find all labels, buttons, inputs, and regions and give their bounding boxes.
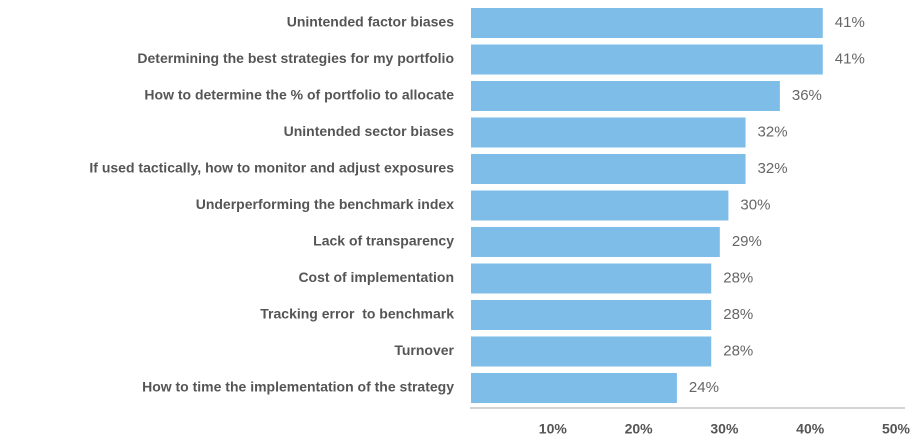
- category-label: Cost of implementation: [298, 269, 454, 285]
- bar: [471, 81, 780, 111]
- x-tick-label: 10%: [539, 421, 568, 437]
- bar: [471, 227, 720, 257]
- bar: [471, 44, 823, 75]
- value-label: 29%: [732, 233, 762, 250]
- x-tick-label: 30%: [710, 421, 739, 437]
- value-label: 30%: [740, 196, 770, 213]
- x-tick-label: 20%: [625, 421, 654, 437]
- category-label: Determining the best strategies for my p…: [137, 50, 454, 66]
- category-label: If used tactically, how to monitor and a…: [89, 160, 454, 176]
- value-label: 24%: [689, 379, 719, 396]
- x-tick-label: 50%: [882, 421, 911, 437]
- value-label: 41%: [835, 14, 865, 31]
- category-label: Unintended factor biases: [287, 14, 454, 30]
- category-label: Tracking error to benchmark: [260, 306, 454, 322]
- value-label: 41%: [835, 50, 865, 67]
- category-label: How to time the implementation of the st…: [142, 379, 454, 395]
- category-label: How to determine the % of portfolio to a…: [144, 87, 454, 103]
- bar: [471, 263, 712, 294]
- bar: [471, 190, 729, 221]
- category-label: Unintended sector biases: [284, 123, 455, 139]
- value-label: 32%: [758, 160, 788, 177]
- bar: [471, 154, 746, 184]
- value-label: 28%: [723, 269, 753, 286]
- bar: [471, 300, 712, 330]
- category-label: Underperforming the benchmark index: [196, 196, 454, 212]
- bar: [471, 336, 712, 367]
- category-label: Lack of transparency: [313, 233, 454, 249]
- value-label: 32%: [758, 123, 788, 140]
- bar: [471, 373, 677, 403]
- bar: [471, 8, 823, 38]
- x-tick-label: 40%: [796, 421, 825, 437]
- category-label: Turnover: [394, 342, 454, 358]
- bar: [471, 117, 746, 148]
- value-label: 28%: [723, 342, 753, 359]
- value-label: 36%: [792, 87, 822, 104]
- value-label: 28%: [723, 306, 753, 323]
